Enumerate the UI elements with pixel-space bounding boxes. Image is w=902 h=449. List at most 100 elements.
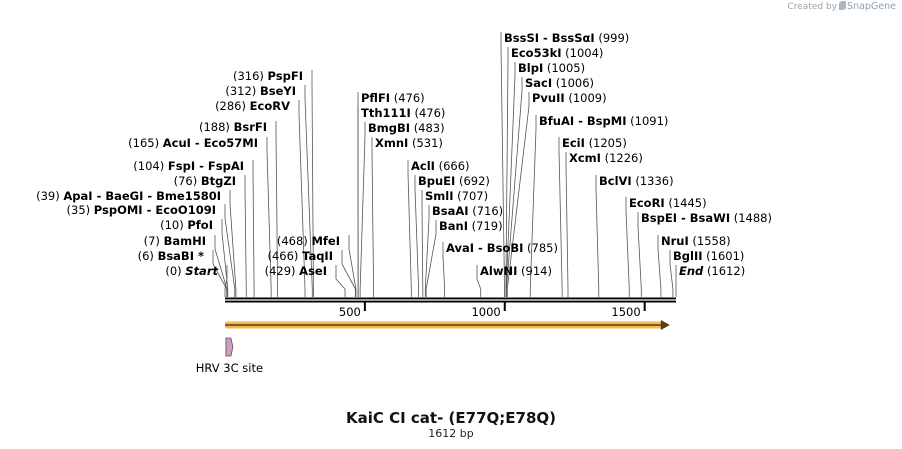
site-bmgbi[interactable]: BmgBI (483) [368,121,445,135]
site-position: (7) [144,234,160,248]
site-name: BglII [673,249,703,263]
site-name: MfeI [311,234,340,248]
site-bpuei[interactable]: BpuEI (692) [418,174,490,188]
site-taqii[interactable]: (466) TaqII [267,249,333,263]
site-position: (785) [527,241,558,255]
site-position: (531) [412,136,443,150]
site-pspomi-ecoo109i[interactable]: (35) PspOMI - EcoO109I [67,203,216,217]
site-bani[interactable]: BanI (719) [439,219,503,233]
site-name: SacI [525,76,552,90]
site-position: (716) [472,204,503,218]
site-fspi-fspai[interactable]: (104) FspI - FspAI [133,159,244,173]
site-bglii[interactable]: BglII (1601) [673,249,744,263]
site-xcmi[interactable]: XcmI (1226) [569,151,643,165]
site-bclvi[interactable]: BclVI (1336) [599,174,674,188]
site-name: PspFI [268,69,303,83]
site-apai-baegi-bme1580i[interactable]: (39) ApaI - BaeGI - Bme1580I [36,189,221,203]
site-leader-lines [212,32,677,297]
site-position: (1004) [565,46,603,60]
site-position: (1009) [568,91,606,105]
site-bsssi-bsss-i[interactable]: BssSI - BssSαI (999) [504,31,629,45]
site-mfei[interactable]: (468) MfeI [277,234,340,248]
site-ecori[interactable]: EcoRI (1445) [629,196,707,210]
site-start[interactable]: (0) Start [165,264,218,278]
site-name: FspI - FspAI [168,159,244,173]
site-acui-eco57mi[interactable]: (165) AcuI - Eco57MI [128,136,258,150]
site-position: (719) [472,219,503,233]
site-bamhi[interactable]: (7) BamHI [144,234,206,248]
site-ecii[interactable]: EciI (1205) [562,136,627,150]
site-position: (312) [225,84,256,98]
site-asei[interactable]: (429) AseI [265,264,327,278]
site-position: (483) [414,121,445,135]
site-position: (1091) [630,114,668,128]
ruler-label-500: 500 [339,305,361,319]
site-bsrfi[interactable]: (188) BsrFI [199,120,267,134]
site-bseyi[interactable]: (312) BseYI [225,84,296,98]
features[interactable]: HRV 3C site [196,337,263,375]
site-position: (1336) [635,174,673,188]
site-name: PspOMI - EcoO109I [94,203,216,217]
site-position: (1601) [706,249,744,263]
snapgene-brand-name: SnapGene [847,1,896,12]
plasmid-length: 1612 bp [428,427,474,440]
site-name: AclI [411,159,435,173]
site-position: (1488) [734,211,772,225]
site-name: BseYI [260,84,296,98]
site-tth111i[interactable]: Tth111I (476) [361,106,445,120]
site-xmni[interactable]: XmnI (531) [375,136,443,150]
ruler-label-1000: 1000 [471,305,500,319]
site-position: (999) [598,31,629,45]
site-pfoi[interactable]: (10) PfoI [160,218,213,232]
created-by-text: Created by [787,2,838,12]
site-avai-bsobi[interactable]: AvaI - BsoBI (785) [446,241,558,255]
site-alwni[interactable]: AlwNI (914) [480,264,552,278]
site-position: (1558) [692,234,730,248]
site-name: SmlI [425,189,454,203]
site-name: AseI [299,264,327,278]
site-position: (188) [199,120,230,134]
site-name: BtgZI [201,174,236,188]
ruler-label-1500: 1500 [611,305,640,319]
site-position: (466) [267,249,298,263]
site-acli[interactable]: AclI (666) [411,159,470,173]
site-bsaai[interactable]: BsaAI (716) [432,204,503,218]
site-name: AvaI - BsoBI [446,241,523,255]
orf-arrow[interactable] [225,320,670,330]
site-ecorv[interactable]: (286) EcoRV [215,99,290,113]
site-name: AlwNI [480,264,517,278]
site-name: BsrFI [234,120,267,134]
snapgene-branding: Created by SnapGene [787,1,896,12]
site-eco53ki[interactable]: Eco53kI (1004) [511,46,603,60]
site-position: (35) [67,203,91,217]
site-pvuii[interactable]: PvuII (1009) [532,91,607,105]
snapgene-logo-icon [839,1,847,10]
site-position: (76) [174,174,198,188]
feature-hrv-3c-site[interactable] [225,337,234,357]
site-pflfi[interactable]: PflFI (476) [361,91,425,105]
site-name: ApaI - BaeGI - Bme1580I [63,189,221,203]
site-name: BssSI - BssSαI [504,31,595,45]
site-nrui[interactable]: NruI (1558) [661,234,731,248]
site-position: (104) [133,159,164,173]
site-btgzi[interactable]: (76) BtgZI [174,174,236,188]
site-name: NruI [661,234,689,248]
site-end[interactable]: End (1612) [679,264,745,278]
site-position: (1226) [605,151,643,165]
site-blpi[interactable]: BlpI (1005) [518,61,585,75]
site-pspfi[interactable]: (316) PspFI [233,69,303,83]
site-position: (0) [165,264,181,278]
bp-ruler: 500 1000 1500 [339,302,646,319]
site-name: BfuAI - BspMI [539,114,626,128]
site-position: (1006) [556,76,594,90]
site-position: (476) [394,91,425,105]
site-bspei-bsawi[interactable]: BspEI - BsaWI (1488) [641,211,772,225]
site-smli[interactable]: SmlI (707) [425,189,488,203]
site-bfuai-bspmi[interactable]: BfuAI - BspMI (1091) [539,114,668,128]
site-name: BsaBI * [158,249,204,263]
site-position: (707) [457,189,488,203]
site-position: (1612) [707,264,745,278]
site-saci[interactable]: SacI (1006) [525,76,594,90]
site-bsabi[interactable]: (6) BsaBI * [138,249,204,263]
